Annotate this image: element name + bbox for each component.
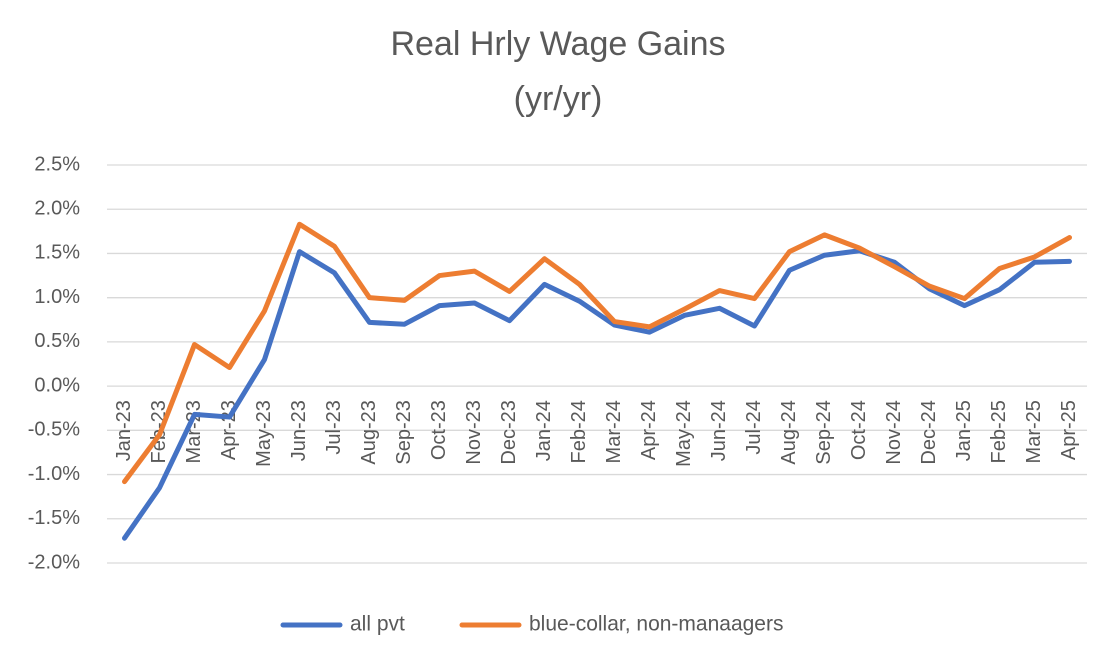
y-tick-label: 2.0% bbox=[34, 198, 80, 220]
y-tick-label: 2.5% bbox=[34, 153, 80, 175]
chart-subtitle: (yr/yr) bbox=[514, 80, 603, 118]
x-tick-label: Oct-23 bbox=[428, 400, 450, 460]
y-tick-label: 1.5% bbox=[34, 242, 80, 264]
x-tick-label: Dec-23 bbox=[498, 400, 520, 464]
x-tick-label: Jan-23 bbox=[113, 400, 135, 461]
y-tick-label: 1.0% bbox=[34, 286, 80, 308]
y-tick-label: -1.5% bbox=[28, 507, 80, 529]
x-tick-label: Dec-24 bbox=[918, 400, 940, 464]
x-tick-label: Feb-25 bbox=[988, 400, 1010, 463]
x-tick-label: Sep-23 bbox=[393, 400, 415, 465]
x-tick-label: Jul-24 bbox=[743, 400, 765, 454]
y-tick-label: -1.0% bbox=[28, 463, 80, 485]
x-tick-label: Mar-25 bbox=[1023, 400, 1045, 463]
x-tick-label: Mar-24 bbox=[603, 400, 625, 463]
x-tick-label: Jan-24 bbox=[533, 400, 555, 461]
x-tick-label: Jul-23 bbox=[323, 400, 345, 454]
legend-label: all pvt bbox=[350, 613, 405, 636]
x-tick-label: May-23 bbox=[253, 400, 275, 467]
x-tick-label: Nov-23 bbox=[463, 400, 485, 464]
x-tick-label: Apr-25 bbox=[1058, 400, 1080, 460]
x-tick-label: Jun-24 bbox=[708, 400, 730, 461]
y-tick-label: 0.0% bbox=[34, 374, 80, 396]
legend-label: blue-collar, non-manaagers bbox=[529, 613, 783, 636]
x-tick-label: Apr-24 bbox=[638, 400, 660, 460]
x-tick-label: Sep-24 bbox=[813, 400, 835, 465]
y-tick-label: -2.0% bbox=[28, 551, 80, 573]
series-line bbox=[122, 221, 1072, 485]
x-tick-label: Jun-23 bbox=[288, 400, 310, 461]
y-tick-label: -0.5% bbox=[28, 419, 80, 441]
x-tick-label: May-24 bbox=[673, 400, 695, 467]
y-tick-label: 0.5% bbox=[34, 330, 80, 352]
x-tick-label: Aug-24 bbox=[778, 400, 800, 465]
x-tick-label: Aug-23 bbox=[358, 400, 380, 465]
x-tick-label: Oct-24 bbox=[848, 400, 870, 460]
x-tick-label: Feb-24 bbox=[568, 400, 590, 463]
x-tick-label: Nov-24 bbox=[883, 400, 905, 464]
x-tick-label: Jan-25 bbox=[953, 400, 975, 461]
chart-title: Real Hrly Wage Gains bbox=[390, 25, 725, 63]
